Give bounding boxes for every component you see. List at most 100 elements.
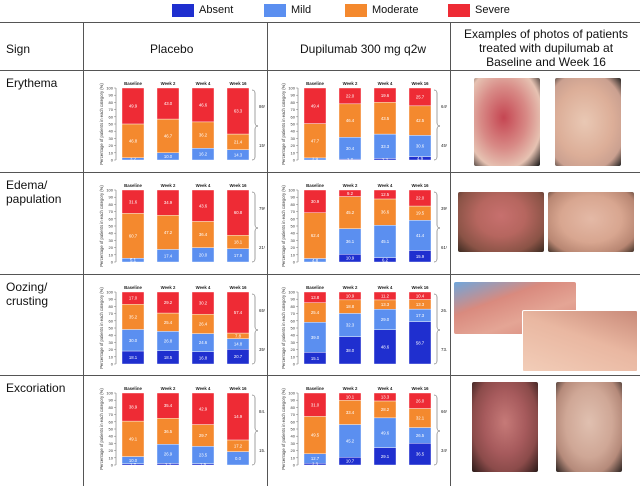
col-rule-3	[450, 22, 451, 486]
y-tick-label: 10	[291, 150, 296, 155]
bar-segment-severe	[121, 291, 145, 305]
bracket-label-bottom: 61%	[441, 245, 447, 250]
row-rule-1	[0, 172, 640, 173]
data-label: 17.3	[416, 313, 425, 318]
data-label: 10.4	[416, 293, 425, 298]
data-label: 49.6	[381, 430, 390, 435]
bar-segment-severe	[303, 291, 327, 303]
category-label: Week 4	[378, 183, 393, 188]
bar-segment-severe	[338, 392, 362, 401]
y-tick-label: 50	[291, 326, 296, 331]
data-label: 36.4	[199, 232, 208, 237]
category-label: Week 16	[229, 386, 247, 391]
y-tick-label: 20	[109, 347, 114, 352]
y-tick-label: 40	[291, 434, 296, 439]
bracket	[251, 293, 259, 365]
col-rule-2	[267, 22, 268, 486]
category-label: Week 16	[411, 386, 429, 391]
data-label: 18.8	[346, 304, 355, 309]
y-tick-label: 50	[109, 224, 114, 229]
y-tick-label: 30	[291, 238, 296, 243]
data-label: 5.1	[130, 258, 137, 263]
photo-edema-week16	[548, 192, 634, 252]
data-label: 17.2	[234, 443, 243, 448]
bar-segment-severe	[156, 392, 180, 419]
y-axis-label: Percentage of patients in each category …	[281, 83, 286, 165]
data-label: 49.5	[311, 433, 320, 438]
data-label: 22.0	[346, 94, 355, 99]
bracket-label-bottom: 34%	[441, 448, 447, 453]
category-label: Week 4	[196, 81, 211, 86]
y-tick-label: 30	[291, 136, 296, 141]
data-label: 36.2	[199, 133, 208, 138]
legend-item-moderate: Moderate	[345, 3, 418, 17]
data-label: 36.5	[416, 452, 425, 457]
bracket-label-top: 86%	[259, 104, 265, 109]
legend: Absent Mild Moderate Severe	[0, 0, 640, 20]
photo-excoriation-week16	[556, 382, 622, 472]
bracket	[433, 191, 441, 263]
bar-segment-severe	[191, 87, 215, 123]
bar-segment-severe	[373, 189, 397, 200]
data-label: 46.6	[199, 103, 208, 108]
category-label: Week 16	[411, 81, 429, 86]
header-placebo: Placebo	[150, 42, 194, 56]
bar-segment-severe	[303, 392, 327, 417]
data-label: 31.0	[311, 402, 320, 407]
legend-item-absent: Absent	[172, 3, 233, 17]
bracket-label-bottom: 45%	[441, 143, 447, 148]
data-label: 30.0	[129, 338, 138, 343]
bracket-label-bottom: 73.5%	[441, 347, 447, 352]
y-tick-label: 50	[109, 427, 114, 432]
data-label: 45.1	[381, 239, 390, 244]
y-tick-label: 30	[109, 238, 114, 243]
data-label: 49.1	[129, 436, 138, 441]
data-label: 21.4	[234, 139, 243, 144]
y-tick-label: 40	[291, 129, 296, 134]
category-label: Week 16	[229, 81, 247, 86]
data-label: 2.9	[312, 157, 319, 162]
y-tick-label: 80	[109, 100, 114, 105]
data-label: 17.9	[234, 253, 243, 258]
y-tick-label: 80	[109, 405, 114, 410]
y-tick-label: 10	[109, 252, 114, 257]
data-label: 43.6	[199, 203, 208, 208]
y-tick-label: 40	[109, 231, 114, 236]
y-tick-label: 90	[291, 297, 296, 302]
y-tick-label: 80	[109, 202, 114, 207]
category-label: Baseline	[124, 386, 142, 391]
bar-segment-severe	[303, 87, 327, 124]
y-tick-label: 60	[291, 419, 296, 424]
category-label: Week 4	[196, 285, 211, 290]
category-label: Week 2	[343, 285, 358, 290]
y-axis-label: Percentage of patients in each category …	[281, 185, 286, 267]
bracket-label-top: 79%	[259, 206, 265, 211]
data-label: 18.1	[234, 240, 243, 245]
legend-item-severe: Severe	[448, 3, 510, 17]
data-label: 38.0	[346, 348, 355, 353]
data-label: 46.8	[129, 138, 138, 143]
y-tick-label: 100	[288, 188, 295, 193]
y-tick-label: 60	[291, 318, 296, 323]
data-label: 12.5	[381, 192, 390, 197]
category-label: Baseline	[306, 285, 324, 290]
y-tick-label: 0	[293, 362, 296, 367]
sign-edema: Edema/ papulation	[6, 178, 62, 206]
data-label: 33.3	[381, 144, 390, 149]
bracket-label-bottom: 35%	[259, 347, 265, 352]
data-label: 43.5	[381, 116, 390, 121]
bracket	[251, 394, 259, 466]
y-tick-label: 80	[109, 304, 114, 309]
y-tick-label: 100	[106, 290, 113, 295]
y-tick-label: 10	[109, 354, 114, 359]
y-axis-label: Percentage of patients in each category …	[281, 287, 286, 369]
y-tick-label: 30	[109, 136, 114, 141]
bar-segment-severe	[191, 392, 215, 425]
y-tick-label: 60	[109, 114, 114, 119]
legend-item-mild: Mild	[264, 3, 311, 17]
y-tick-label: 80	[291, 202, 296, 207]
data-label: 10.1	[346, 394, 355, 399]
data-label: 2.3	[312, 462, 319, 467]
bar-segment-severe	[156, 189, 180, 216]
photo-erythema-week16	[555, 78, 621, 166]
